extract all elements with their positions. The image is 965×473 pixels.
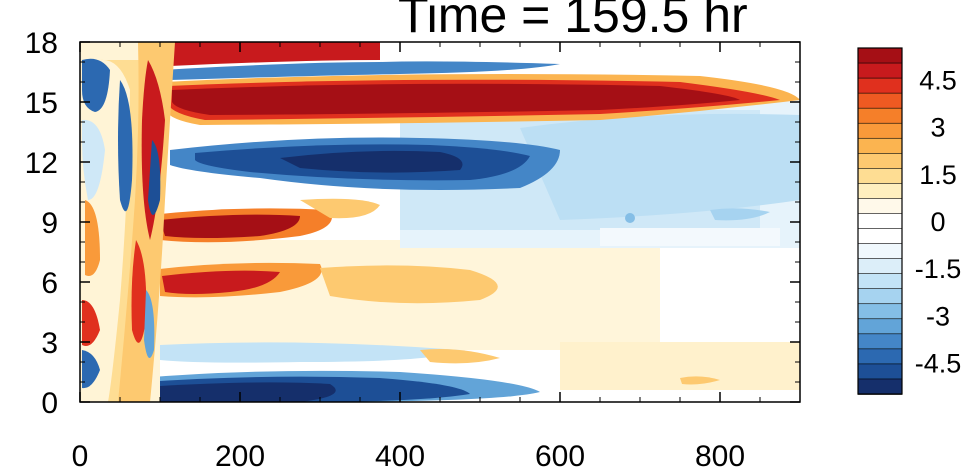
colorbar-swatch bbox=[857, 348, 903, 365]
colorbar-swatch bbox=[857, 122, 903, 140]
x-tick-label: 0 bbox=[72, 440, 89, 473]
colorbar-swatch bbox=[857, 137, 903, 155]
y-tick-label: 18 bbox=[25, 27, 58, 60]
y-tick-label: 6 bbox=[41, 267, 58, 300]
x-axis: 0 200 400 600 800 bbox=[72, 42, 761, 473]
colorbar-frame bbox=[857, 47, 903, 395]
colorbar-tick-label: -3 bbox=[926, 301, 950, 331]
colorbar: 4.5 3 1.5 0 -1.5 -3 -4.5 bbox=[857, 47, 962, 395]
y-tick-label: 0 bbox=[41, 387, 58, 420]
y-tick-label: 9 bbox=[41, 207, 58, 240]
colorbar-swatch bbox=[857, 303, 903, 320]
colorbar-swatch bbox=[857, 288, 903, 305]
colorbar-swatch bbox=[857, 153, 903, 170]
chart-title: Time = 159.5 hr bbox=[398, 0, 748, 43]
x-tick-label: 600 bbox=[535, 440, 585, 473]
colorbar-tick-label: 3 bbox=[930, 113, 945, 143]
y-tick-label: 12 bbox=[25, 147, 58, 180]
colorbar-swatch bbox=[857, 92, 903, 109]
colorbar-swatch bbox=[857, 47, 903, 64]
colorbar-swatch bbox=[857, 213, 903, 230]
colorbar-swatch bbox=[857, 183, 903, 200]
colorbar-tick-label: -1.5 bbox=[915, 254, 962, 284]
y-tick-label: 15 bbox=[25, 87, 58, 120]
colorbar-tick-label: 0 bbox=[930, 207, 945, 237]
colorbar-swatch bbox=[857, 107, 903, 125]
colorbar-swatch bbox=[857, 168, 903, 185]
colorbar-swatch bbox=[857, 77, 903, 94]
colorbar-swatch bbox=[857, 273, 903, 290]
colorbar-swatch bbox=[857, 258, 903, 275]
colorbar-swatch bbox=[857, 62, 903, 79]
colorbar-tick-label: 1.5 bbox=[919, 160, 957, 190]
colorbar-tick-label: -4.5 bbox=[915, 349, 962, 379]
x-tick-label: 800 bbox=[695, 440, 745, 473]
y-axis: 0 3 6 9 12 15 18 bbox=[25, 27, 800, 420]
colorbar-swatch bbox=[857, 318, 903, 335]
colorbar-tick-label: 4.5 bbox=[919, 65, 957, 95]
colorbar-swatch bbox=[857, 198, 903, 215]
colorbar-swatch bbox=[857, 363, 903, 380]
colorbar-swatch bbox=[857, 378, 903, 395]
colorbar-swatch bbox=[857, 243, 903, 260]
colorbar-swatch bbox=[857, 333, 903, 350]
y-tick-label: 3 bbox=[41, 327, 58, 360]
x-tick-label: 200 bbox=[215, 440, 265, 473]
heatmap-field bbox=[80, 42, 800, 402]
x-tick-label: 400 bbox=[375, 440, 425, 473]
colorbar-swatch bbox=[857, 228, 903, 245]
